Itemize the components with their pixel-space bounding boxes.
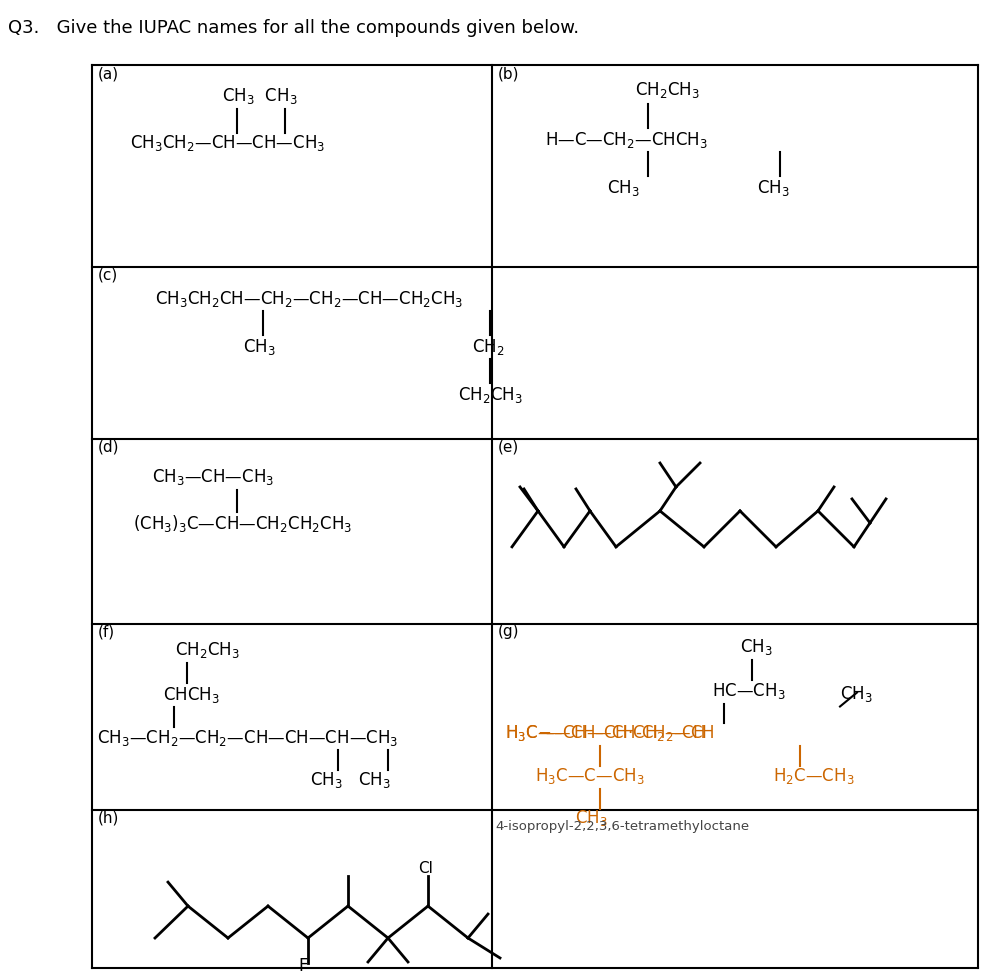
Text: (c): (c) [98, 268, 118, 283]
Text: CH$_3$: CH$_3$ [840, 684, 873, 703]
Text: 4-isopropyl-2,2,3,6-tetramethyloctane: 4-isopropyl-2,2,3,6-tetramethyloctane [495, 820, 749, 832]
Text: CH$_3$: CH$_3$ [740, 637, 773, 657]
Text: (f): (f) [98, 624, 115, 639]
Text: CH$_3$   CH$_3$: CH$_3$ CH$_3$ [310, 770, 390, 790]
Text: (h): (h) [98, 811, 119, 826]
Text: CH$_3$: CH$_3$ [757, 178, 790, 197]
Text: CH$_3$: CH$_3$ [575, 808, 607, 828]
Text: H—C—CH$_2$—CHCH$_3$: H—C—CH$_2$—CHCH$_3$ [545, 130, 708, 149]
Text: CHCH$_3$: CHCH$_3$ [163, 685, 220, 704]
Text: CH$_3$: CH$_3$ [607, 178, 640, 197]
Text: CH$_2$CH$_3$: CH$_2$CH$_3$ [458, 385, 523, 405]
Text: CH$_3$CH$_2$—CH—CH—CH$_3$: CH$_3$CH$_2$—CH—CH—CH$_3$ [130, 133, 325, 152]
Text: Q3.   Give the IUPAC names for all the compounds given below.: Q3. Give the IUPAC names for all the com… [8, 19, 579, 37]
Text: CH$_3$—CH—CH$_3$: CH$_3$—CH—CH$_3$ [152, 467, 274, 487]
Text: CH$_3$CH$_2$CH—CH$_2$—CH$_2$—CH—CH$_2$CH$_3$: CH$_3$CH$_2$CH—CH$_2$—CH$_2$—CH—CH$_2$CH… [155, 289, 463, 310]
Text: CH$_3$  CH$_3$: CH$_3$ CH$_3$ [222, 86, 298, 106]
Text: HC—CH$_3$: HC—CH$_3$ [712, 681, 786, 701]
Text: F: F [298, 956, 308, 975]
Text: H$_3$C—C—CH$_3$: H$_3$C—C—CH$_3$ [535, 766, 645, 786]
Text: (a): (a) [98, 66, 119, 81]
Text: H$_3$C——CH—CH-CH$_2$—CH: H$_3$C——CH—CH-CH$_2$—CH [505, 723, 715, 743]
Text: H$_2$C—CH$_3$: H$_2$C—CH$_3$ [773, 766, 855, 786]
Text: CH$_3$—CH$_2$—CH$_2$—CH—CH—CH—CH$_3$: CH$_3$—CH$_2$—CH$_2$—CH—CH—CH—CH$_3$ [97, 729, 398, 748]
Text: (e): (e) [498, 440, 520, 454]
Text: Cl: Cl [418, 861, 433, 875]
Text: CH$_2$: CH$_2$ [472, 337, 505, 358]
Text: CH$_2$CH$_3$: CH$_2$CH$_3$ [635, 80, 700, 100]
Text: H$_3$C$\mathbf{-}$$\!\!$—CH—CH·CH$_2$—CH: H$_3$C$\mathbf{-}$$\!\!$—CH—CH·CH$_2$—CH [505, 723, 706, 743]
Text: (CH$_3$)$_3$C—CH—CH$_2$CH$_2$CH$_3$: (CH$_3$)$_3$C—CH—CH$_2$CH$_2$CH$_3$ [133, 513, 352, 534]
Text: (g): (g) [498, 624, 520, 639]
Text: (d): (d) [98, 440, 119, 454]
Text: (b): (b) [498, 66, 520, 81]
Text: CH$_3$: CH$_3$ [243, 337, 276, 358]
Text: CH$_2$CH$_3$: CH$_2$CH$_3$ [175, 640, 240, 659]
